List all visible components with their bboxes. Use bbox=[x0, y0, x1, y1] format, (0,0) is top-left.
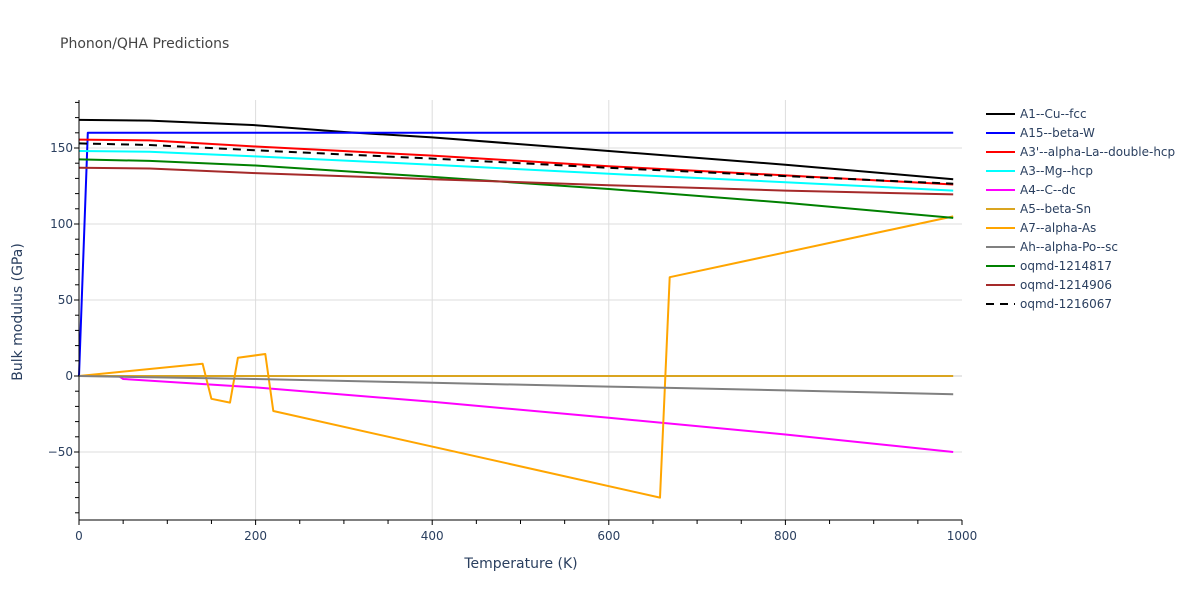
series-line bbox=[78, 131, 954, 377]
series-line bbox=[78, 375, 954, 396]
plot-lines bbox=[78, 118, 954, 499]
series-line bbox=[79, 375, 954, 453]
x-axis-title: Temperature (K) bbox=[463, 556, 577, 572]
legend-label: oqmd-1214817 bbox=[1020, 259, 1112, 273]
legend-label: oqmd-1216067 bbox=[1020, 297, 1112, 311]
y-axis-title: Bulk modulus (GPa) bbox=[10, 243, 26, 381]
legend-item[interactable]: A5--beta-Sn bbox=[986, 202, 1091, 216]
chart-title: Phonon/QHA Predictions bbox=[60, 36, 230, 52]
legend-item[interactable]: A15--beta-W bbox=[986, 126, 1095, 140]
legend-label: oqmd-1214906 bbox=[1020, 278, 1112, 292]
legend-item[interactable]: oqmd-1216067 bbox=[986, 297, 1112, 311]
legend-label: A4--C--dc bbox=[1020, 183, 1076, 197]
legend-item[interactable]: A3'--alpha-La--double-hcp bbox=[986, 145, 1175, 159]
legend-label: A5--beta-Sn bbox=[1020, 202, 1091, 216]
y-tick-label: −50 bbox=[48, 445, 73, 459]
series-line bbox=[78, 166, 954, 196]
series-line bbox=[78, 215, 954, 499]
legend-item[interactable]: A7--alpha-As bbox=[986, 221, 1096, 235]
y-tick-label: 150 bbox=[50, 141, 73, 155]
legend-label: Ah--alpha-Po--sc bbox=[1020, 240, 1118, 254]
y-tick-label: 50 bbox=[58, 293, 73, 307]
legend: A1--Cu--fcc A15--beta-W A3'--alpha-La--dou… bbox=[986, 107, 1175, 311]
x-tick-label: 600 bbox=[597, 529, 620, 543]
legend-item[interactable]: A4--C--dc bbox=[986, 183, 1076, 197]
legend-label: A1--Cu--fcc bbox=[1020, 107, 1087, 121]
x-tick-label: 400 bbox=[421, 529, 444, 543]
legend-label: A3--Mg--hcp bbox=[1020, 164, 1093, 178]
legend-item[interactable]: oqmd-1214817 bbox=[986, 259, 1112, 273]
x-tick-label: 1000 bbox=[947, 529, 978, 543]
legend-item[interactable]: oqmd-1214906 bbox=[986, 278, 1112, 292]
legend-label: A7--alpha-As bbox=[1020, 221, 1096, 235]
legend-label: A15--beta-W bbox=[1020, 126, 1095, 140]
x-tick-label: 200 bbox=[244, 529, 267, 543]
series-line bbox=[78, 158, 954, 219]
legend-label: A3'--alpha-La--double-hcp bbox=[1020, 145, 1175, 159]
series-line bbox=[78, 150, 954, 192]
legend-item[interactable]: A3--Mg--hcp bbox=[986, 164, 1093, 178]
y-tick-label: 0 bbox=[65, 369, 73, 383]
axes: 0 200 400 600 800 1000 −50 0 50 100 150 bbox=[48, 100, 978, 543]
x-tick-label: 800 bbox=[774, 529, 797, 543]
series-line bbox=[78, 118, 954, 181]
x-tick-label: 0 bbox=[75, 529, 83, 543]
series-line bbox=[78, 142, 954, 185]
y-tick-label: 100 bbox=[50, 217, 73, 231]
legend-item[interactable]: Ah--alpha-Po--sc bbox=[986, 240, 1118, 254]
legend-item[interactable]: A1--Cu--fcc bbox=[986, 107, 1087, 121]
